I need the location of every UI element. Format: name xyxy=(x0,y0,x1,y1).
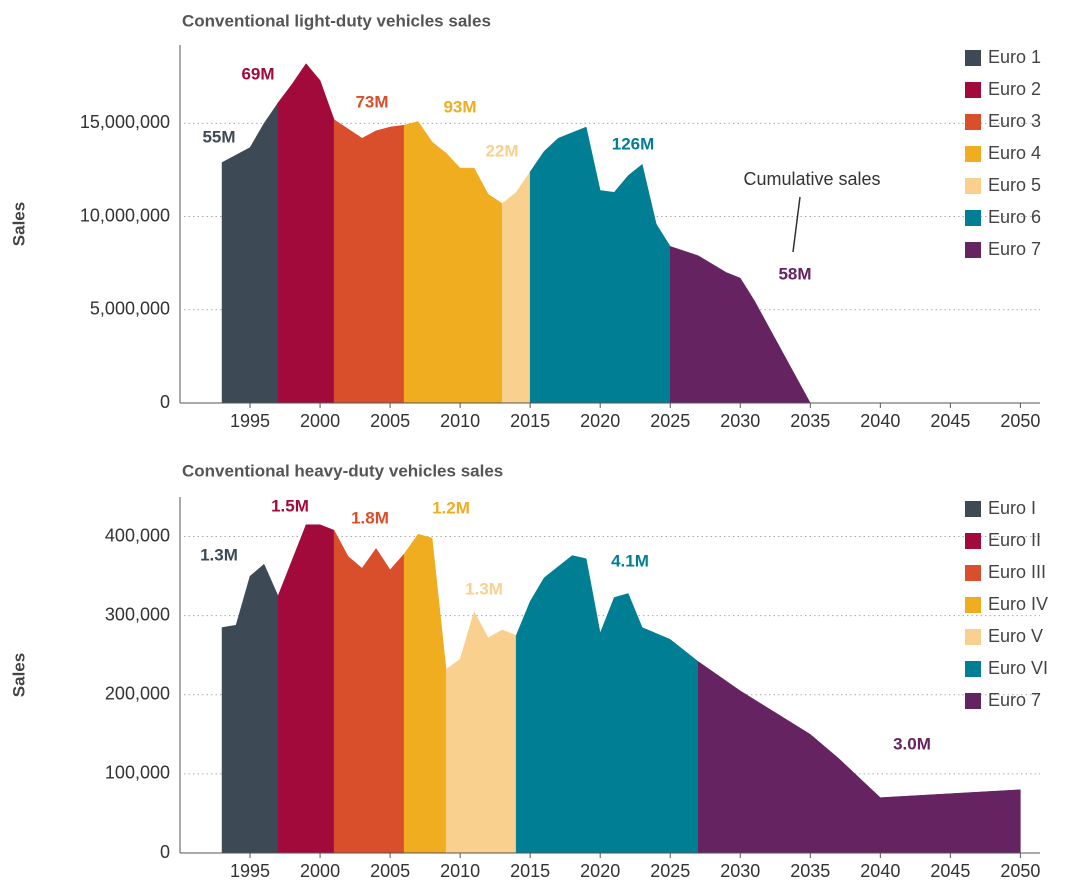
legend-label: Euro IV xyxy=(988,594,1048,614)
legend-swatch xyxy=(965,597,981,613)
legend-swatch xyxy=(965,50,981,66)
x-tick-label: 1995 xyxy=(230,861,270,881)
area xyxy=(333,119,405,404)
x-tick-label: 2000 xyxy=(300,861,340,881)
x-tick-label: 2025 xyxy=(650,411,690,431)
annotation: Cumulative sales xyxy=(743,169,880,189)
chart-title: Conventional heavy-duty vehicles sales xyxy=(182,461,503,480)
legend-swatch xyxy=(965,242,981,258)
area xyxy=(277,524,335,854)
y-axis-label: Sales xyxy=(9,202,28,246)
segment-label: 69M xyxy=(241,64,274,83)
x-tick-label: 1995 xyxy=(230,411,270,431)
legend-label: Euro 6 xyxy=(988,207,1041,227)
area xyxy=(277,63,335,404)
y-axis-label: Sales xyxy=(9,653,28,697)
legend-swatch xyxy=(965,661,981,677)
area xyxy=(697,661,1021,854)
y-tick-label: 200,000 xyxy=(105,684,170,704)
segment-label: 1.5M xyxy=(271,496,309,515)
segment-label: 55M xyxy=(202,127,235,146)
legend-label: Euro 1 xyxy=(988,47,1041,67)
legend-swatch xyxy=(965,210,981,226)
x-tick-label: 2035 xyxy=(790,411,830,431)
x-tick-label: 2030 xyxy=(720,861,760,881)
x-tick-label: 2015 xyxy=(510,861,550,881)
x-tick-label: 2020 xyxy=(580,411,620,431)
legend-label: Euro 3 xyxy=(988,111,1041,131)
area xyxy=(221,101,279,404)
segment-label: 22M xyxy=(485,141,518,160)
segment-label: 1.3M xyxy=(465,579,503,598)
segment-label: 3.0M xyxy=(893,734,931,753)
chart-title: Conventional light-duty vehicles sales xyxy=(182,11,491,30)
segment-label: 1.3M xyxy=(200,545,238,564)
x-tick-label: 2050 xyxy=(1000,411,1040,431)
area xyxy=(529,126,671,404)
x-tick-label: 2045 xyxy=(930,411,970,431)
y-tick-label: 400,000 xyxy=(105,525,170,545)
x-tick-label: 2000 xyxy=(300,411,340,431)
y-tick-label: 10,000,000 xyxy=(80,205,170,225)
legend-swatch xyxy=(965,501,981,517)
area xyxy=(403,121,503,404)
legend-label: Euro 7 xyxy=(988,239,1041,259)
area xyxy=(515,555,699,854)
segment-label: 73M xyxy=(355,92,388,111)
legend-swatch xyxy=(965,114,981,130)
legend-label: Euro II xyxy=(988,530,1041,550)
legend-swatch xyxy=(965,82,981,98)
y-tick-label: 0 xyxy=(160,392,170,412)
x-tick-label: 2045 xyxy=(930,861,970,881)
x-tick-label: 2005 xyxy=(370,861,410,881)
x-tick-label: 2030 xyxy=(720,411,760,431)
x-tick-label: 2020 xyxy=(580,861,620,881)
legend-swatch xyxy=(965,629,981,645)
x-tick-label: 2010 xyxy=(440,861,480,881)
legend-swatch xyxy=(965,146,981,162)
legend-swatch xyxy=(965,693,981,709)
legend-swatch xyxy=(965,178,981,194)
area xyxy=(501,170,531,404)
segment-label: 4.1M xyxy=(611,551,649,570)
y-tick-label: 100,000 xyxy=(105,763,170,783)
x-tick-label: 2035 xyxy=(790,861,830,881)
legend-swatch xyxy=(965,533,981,549)
y-tick-label: 5,000,000 xyxy=(90,299,170,319)
y-tick-label: 0 xyxy=(160,842,170,862)
y-tick-label: 300,000 xyxy=(105,604,170,624)
legend-label: Euro 4 xyxy=(988,143,1041,163)
area xyxy=(333,530,405,854)
legend-label: Euro VI xyxy=(988,658,1048,678)
segment-label: 1.2M xyxy=(432,498,470,517)
area xyxy=(221,563,279,854)
segment-label: 126M xyxy=(612,134,655,153)
legend-label: Euro 7 xyxy=(988,690,1041,710)
legend-label: Euro 2 xyxy=(988,79,1041,99)
area xyxy=(445,611,517,854)
x-tick-label: 2010 xyxy=(440,411,480,431)
segment-label: 1.8M xyxy=(351,508,389,527)
legend-label: Euro V xyxy=(988,626,1043,646)
legend-swatch xyxy=(965,565,981,581)
y-tick-label: 15,000,000 xyxy=(80,112,170,132)
x-tick-label: 2050 xyxy=(1000,861,1040,881)
segment-label: 93M xyxy=(443,97,476,116)
legend-label: Euro III xyxy=(988,562,1046,582)
x-tick-label: 2040 xyxy=(860,411,900,431)
annotation-line xyxy=(792,196,801,253)
area xyxy=(403,533,447,854)
legend-label: Euro I xyxy=(988,498,1036,518)
segment-label: 58M xyxy=(778,264,811,283)
x-tick-label: 2005 xyxy=(370,411,410,431)
x-tick-label: 2040 xyxy=(860,861,900,881)
x-tick-label: 2015 xyxy=(510,411,550,431)
x-tick-label: 2025 xyxy=(650,861,690,881)
legend-label: Euro 5 xyxy=(988,175,1041,195)
